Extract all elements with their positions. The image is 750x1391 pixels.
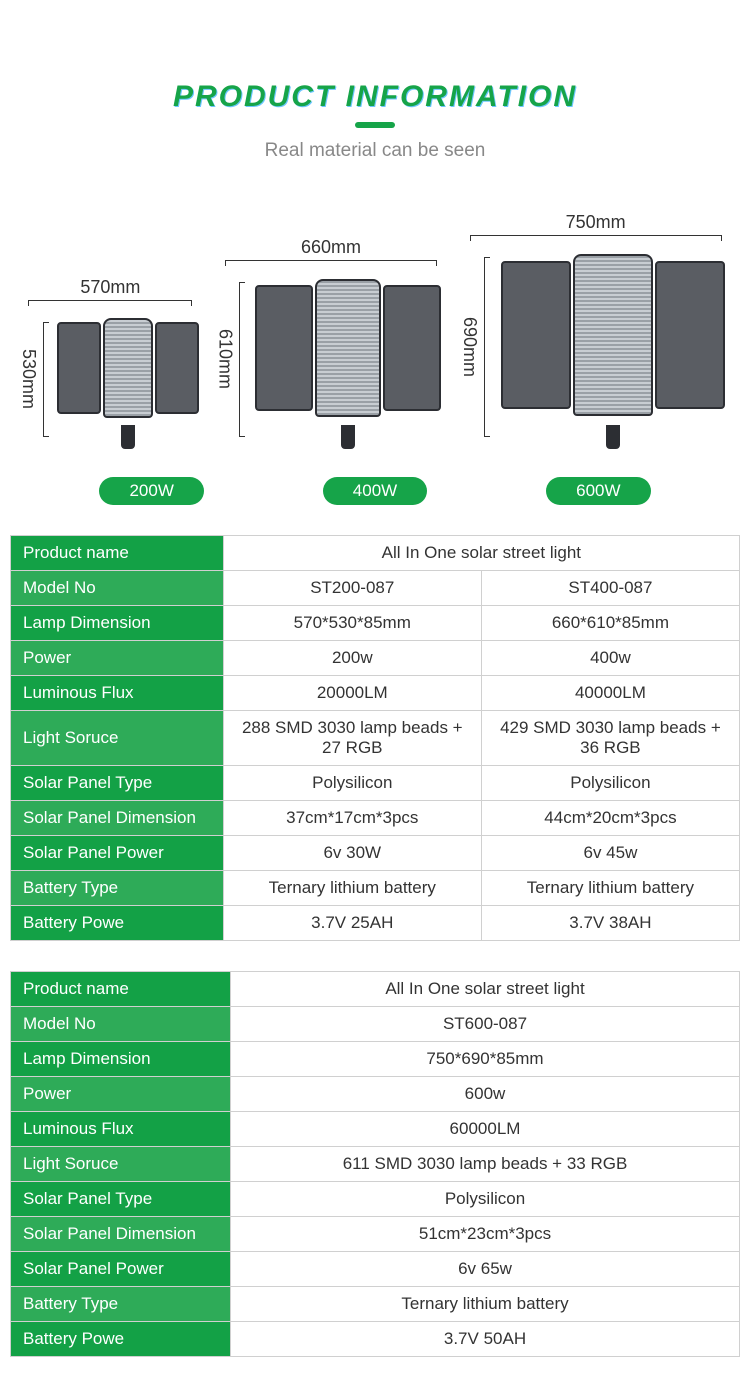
- product-image: [249, 270, 447, 449]
- title-underline: [355, 122, 395, 128]
- table-row: Solar Panel Dimension51cm*23cm*3pcs: [11, 1217, 740, 1252]
- cell: ST200-087: [223, 571, 481, 606]
- cell: 40000LM: [481, 676, 739, 711]
- cell: ST600-087: [231, 1007, 740, 1042]
- row-label: Battery Powe: [11, 1322, 231, 1357]
- row-label: Light Soruce: [11, 711, 224, 766]
- table-row: Light Soruce288 SMD 3030 lamp beads + 27…: [11, 711, 740, 766]
- row-label: Model No: [11, 1007, 231, 1042]
- height-label: 530mm: [18, 349, 39, 409]
- row-label: Solar Panel Dimension: [11, 1217, 231, 1252]
- table-row: Battery Powe3.7V 50AH: [11, 1322, 740, 1357]
- row-label: Power: [11, 1077, 231, 1112]
- cell: 3.7V 38AH: [481, 906, 739, 941]
- cell: Ternary lithium battery: [223, 871, 481, 906]
- table-row: Product nameAll In One solar street ligh…: [11, 536, 740, 571]
- row-label: Battery Powe: [11, 906, 224, 941]
- cell: 611 SMD 3030 lamp beads + 33 RGB: [231, 1147, 740, 1182]
- height-label: 610mm: [214, 329, 235, 389]
- cell: 44cm*20cm*3pcs: [481, 801, 739, 836]
- table-row: Battery TypeTernary lithium battery: [11, 1287, 740, 1322]
- row-label: Light Soruce: [11, 1147, 231, 1182]
- table-row: Luminous Flux20000LM40000LM: [11, 676, 740, 711]
- row-label: Solar Panel Power: [11, 836, 224, 871]
- table-row: Power600w: [11, 1077, 740, 1112]
- spec-table-1: Product nameAll In One solar street ligh…: [10, 535, 740, 941]
- cell: 60000LM: [231, 1112, 740, 1147]
- cell: Polysilicon: [481, 766, 739, 801]
- table-row: Solar Panel TypePolysilicon: [11, 1182, 740, 1217]
- table-row: Model NoST600-087: [11, 1007, 740, 1042]
- wattage-badge-0: 200W: [99, 477, 203, 505]
- row-label: Solar Panel Type: [11, 766, 224, 801]
- cell: 600w: [231, 1077, 740, 1112]
- width-label: 660mm: [225, 237, 437, 266]
- cell: 429 SMD 3030 lamp beads + 36 RGB: [481, 711, 739, 766]
- table-row: Power200w400w: [11, 641, 740, 676]
- cell: 51cm*23cm*3pcs: [231, 1217, 740, 1252]
- table-row: Solar Panel Dimension37cm*17cm*3pcs44cm*…: [11, 801, 740, 836]
- product-diagram-1: 660mm 610mm: [214, 237, 447, 449]
- row-label: Product name: [11, 972, 231, 1007]
- cell: 750*690*85mm: [231, 1042, 740, 1077]
- height-label: 690mm: [459, 317, 480, 377]
- table-row: Solar Panel TypePolysiliconPolysilicon: [11, 766, 740, 801]
- row-label: Lamp Dimension: [11, 606, 224, 641]
- cell: All In One solar street light: [231, 972, 740, 1007]
- cell: ST400-087: [481, 571, 739, 606]
- row-label: Solar Panel Power: [11, 1252, 231, 1287]
- cell: 6v 65w: [231, 1252, 740, 1287]
- cell: 37cm*17cm*3pcs: [223, 801, 481, 836]
- cell: 3.7V 50AH: [231, 1322, 740, 1357]
- cell: Polysilicon: [231, 1182, 740, 1217]
- row-label: Lamp Dimension: [11, 1042, 231, 1077]
- row-label: Product name: [11, 536, 224, 571]
- wattage-badge-2: 600W: [546, 477, 650, 505]
- table-row: Solar Panel Power6v 30W6v 45w: [11, 836, 740, 871]
- cell: 400w: [481, 641, 739, 676]
- row-label: Luminous Flux: [11, 1112, 231, 1147]
- product-diagram-2: 750mm 690mm: [459, 212, 732, 449]
- table-row: Light Soruce611 SMD 3030 lamp beads + 33…: [11, 1147, 740, 1182]
- width-label: 570mm: [28, 277, 192, 306]
- cell: 20000LM: [223, 676, 481, 711]
- cell: 288 SMD 3030 lamp beads + 27 RGB: [223, 711, 481, 766]
- cell: 6v 45w: [481, 836, 739, 871]
- header: PRODUCT INFORMATION Real material can be…: [0, 0, 750, 182]
- page-subtitle: Real material can be seen: [20, 140, 730, 162]
- row-label: Battery Type: [11, 1287, 231, 1322]
- wattage-badge-1: 400W: [323, 477, 427, 505]
- row-label: Solar Panel Type: [11, 1182, 231, 1217]
- cell: 3.7V 25AH: [223, 906, 481, 941]
- table-row: Product nameAll In One solar street ligh…: [11, 972, 740, 1007]
- row-label: Solar Panel Dimension: [11, 801, 224, 836]
- cell: Polysilicon: [223, 766, 481, 801]
- cell: All In One solar street light: [223, 536, 739, 571]
- cell: 570*530*85mm: [223, 606, 481, 641]
- table-row: Lamp Dimension570*530*85mm660*610*85mm: [11, 606, 740, 641]
- product-image: [53, 310, 203, 449]
- table-row: Lamp Dimension750*690*85mm: [11, 1042, 740, 1077]
- product-diagrams: 570mm 530mm 660mm 610mm: [0, 182, 750, 459]
- row-label: Luminous Flux: [11, 676, 224, 711]
- cell: 6v 30W: [223, 836, 481, 871]
- cell: Ternary lithium battery: [481, 871, 739, 906]
- table-row: Luminous Flux60000LM: [11, 1112, 740, 1147]
- wattage-badges: 200W 400W 600W: [0, 459, 750, 535]
- cell: 660*610*85mm: [481, 606, 739, 641]
- table-row: Model NoST200-087ST400-087: [11, 571, 740, 606]
- table-row: Battery Powe3.7V 25AH3.7V 38AH: [11, 906, 740, 941]
- row-label: Power: [11, 641, 224, 676]
- product-image: [494, 245, 732, 449]
- cell: Ternary lithium battery: [231, 1287, 740, 1322]
- table-row: Solar Panel Power6v 65w: [11, 1252, 740, 1287]
- product-diagram-0: 570mm 530mm: [18, 277, 203, 449]
- spec-table-2: Product nameAll In One solar street ligh…: [10, 971, 740, 1357]
- row-label: Battery Type: [11, 871, 224, 906]
- table-row: Battery TypeTernary lithium batteryTerna…: [11, 871, 740, 906]
- width-label: 750mm: [470, 212, 722, 241]
- cell: 200w: [223, 641, 481, 676]
- page-title: PRODUCT INFORMATION: [20, 80, 730, 114]
- row-label: Model No: [11, 571, 224, 606]
